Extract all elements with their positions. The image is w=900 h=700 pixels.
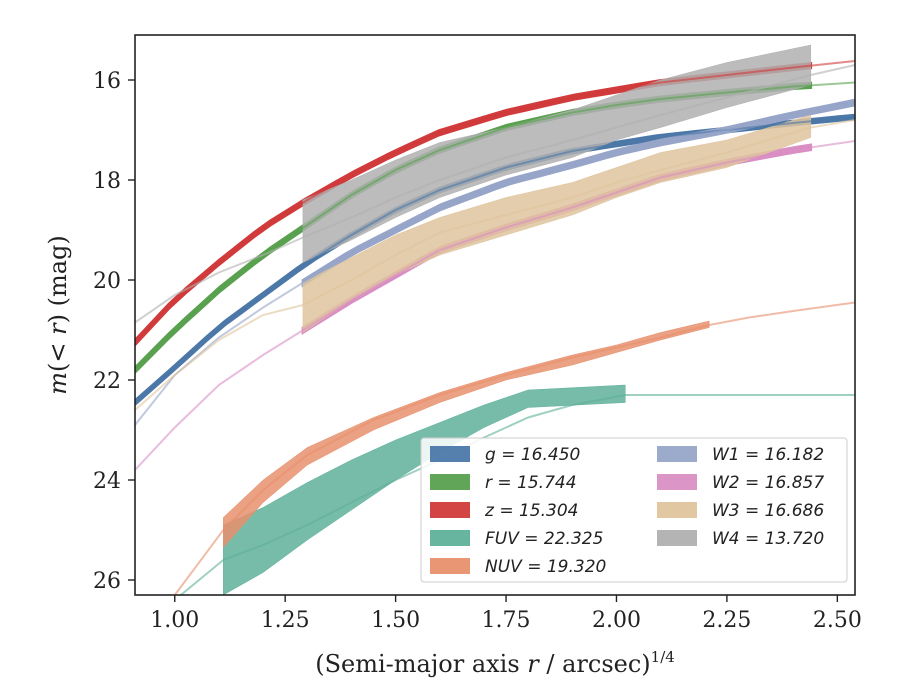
band-fuv bbox=[223, 384, 626, 595]
series-line-nuv bbox=[173, 301, 855, 595]
legend-label-g: g = 16.450 bbox=[485, 445, 580, 465]
series-line-w2 bbox=[135, 140, 855, 471]
x-axis-label: (Semi-major axis r / arcsec)1/4 bbox=[315, 648, 675, 678]
y-tick-label: 22 bbox=[93, 369, 121, 394]
legend-label-w1: W1 = 16.182 bbox=[712, 445, 824, 465]
legend-swatch-w4 bbox=[657, 530, 697, 546]
series-line-w1 bbox=[135, 101, 855, 426]
legend: g = 16.450 r = 15.744 z = 15.304 FUV = 22.3… bbox=[420, 437, 848, 583]
band-w1 bbox=[301, 98, 855, 288]
x-tick-label: 2.50 bbox=[813, 608, 862, 633]
series-line-w4 bbox=[135, 64, 855, 324]
legend-swatch-w1 bbox=[657, 446, 697, 462]
legend-label-fuv: FUV = 22.325 bbox=[485, 529, 603, 549]
x-tick-label: 2.25 bbox=[702, 608, 751, 633]
y-axis-label: m(< r) (mag) bbox=[44, 235, 72, 395]
x-tick-label: 1.50 bbox=[371, 608, 420, 633]
legend-swatch-w2 bbox=[657, 474, 697, 490]
legend-swatch-g bbox=[430, 446, 470, 462]
legend-box bbox=[420, 437, 848, 583]
legend-label-r: r = 15.744 bbox=[485, 473, 577, 493]
series-line-r bbox=[135, 81, 855, 371]
x-tick-label: 1.75 bbox=[482, 608, 531, 633]
legend-swatch-r bbox=[430, 474, 470, 490]
y-axis: 16 18 20 22 24 26 bbox=[93, 69, 135, 594]
legend-label-nuv: NUV = 19.320 bbox=[485, 557, 606, 577]
legend-label-w2: W2 = 16.857 bbox=[712, 473, 824, 493]
plot-frame bbox=[134, 34, 856, 596]
legend-label-w4: W4 = 13.720 bbox=[712, 529, 824, 549]
y-tick-label: 16 bbox=[93, 69, 121, 94]
series-line-w3 bbox=[135, 119, 855, 411]
x-tick-label: 1.25 bbox=[261, 608, 310, 633]
series-line-g bbox=[135, 116, 855, 404]
band-nuv bbox=[223, 320, 710, 549]
series-line-z bbox=[135, 60, 855, 344]
legend-label-z: z = 15.304 bbox=[484, 501, 578, 521]
y-tick-label: 24 bbox=[93, 469, 121, 494]
legend-swatch-fuv bbox=[430, 530, 470, 546]
y-tick-label: 26 bbox=[93, 569, 121, 594]
y-tick-label: 18 bbox=[93, 169, 121, 194]
legend-swatch-w3 bbox=[657, 502, 697, 518]
x-tick-label: 2.00 bbox=[592, 608, 641, 633]
y-tick-label: 20 bbox=[93, 269, 121, 294]
x-axis: 1.00 1.25 1.50 1.75 2.00 2.25 2.50 bbox=[150, 595, 862, 633]
legend-swatch-z bbox=[430, 502, 470, 518]
legend-swatch-nuv bbox=[430, 558, 470, 574]
legend-label-w3: W3 = 16.686 bbox=[712, 501, 824, 521]
band-w3 bbox=[302, 114, 812, 333]
x-tick-label: 1.00 bbox=[150, 608, 199, 633]
